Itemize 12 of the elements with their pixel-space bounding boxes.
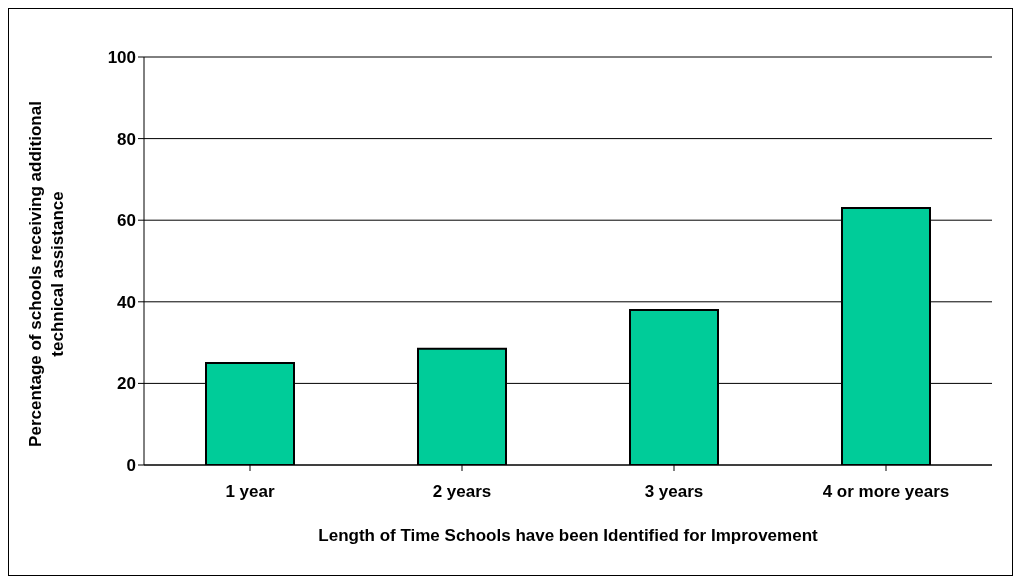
y-tick-label: 80 bbox=[117, 129, 136, 149]
x-tick-label: 1 year bbox=[225, 482, 275, 502]
x-tick-label: 3 years bbox=[644, 482, 704, 502]
y-tick-label: 20 bbox=[117, 374, 136, 394]
y-tick-label: 100 bbox=[107, 48, 136, 68]
y-tick-label: 60 bbox=[117, 211, 136, 231]
y-tick-label: 40 bbox=[117, 292, 136, 312]
x-tick-label: 4 or more years bbox=[822, 482, 950, 502]
x-tick-label: 2 years bbox=[432, 482, 492, 502]
y-tick-label: 0 bbox=[126, 456, 136, 476]
x-axis-title: Length of Time Schools have been Identified for Improvement bbox=[318, 526, 819, 545]
y-axis-title: Percentage of schools receiving additional technical assistance bbox=[25, 99, 68, 449]
